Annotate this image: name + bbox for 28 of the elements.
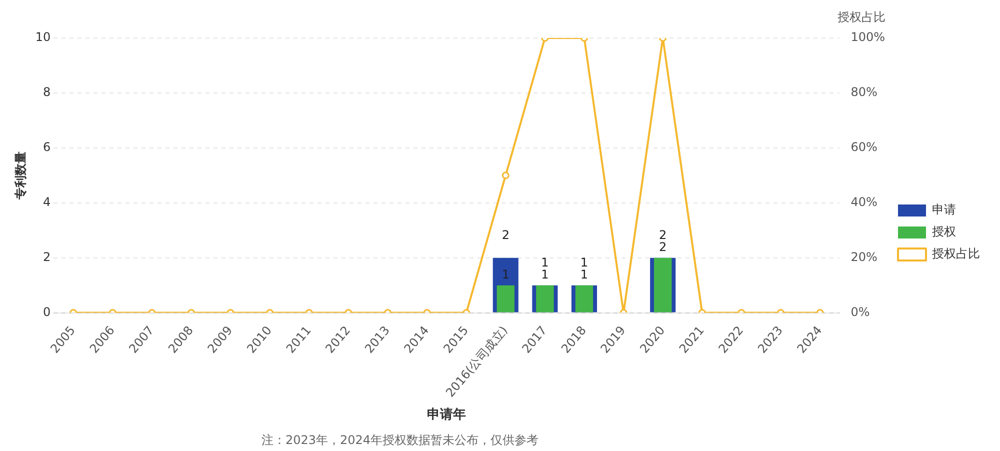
text: 注：2023年，2024年授权数据暂未公布，仅供参考 [261,433,539,448]
data-label: 1 [502,267,510,282]
y-tick-label: 6 [43,140,51,154]
y-tick-label: 0 [43,304,51,319]
data-label: 1 [541,267,549,282]
y2-tick-label: 40% [850,195,878,210]
legend-label: 授权占比 [932,246,980,261]
y2-tick-label: 100% [850,30,886,44]
data-label: 2 [659,240,667,254]
legend-label: 申请 [932,202,956,217]
y-tick-label: 10 [35,30,51,44]
legend-label: 授权 [932,224,956,239]
y2-axis-title: 授权占比 [838,10,886,24]
y-tick-label: 8 [43,85,51,100]
x-axis-title: 申请年 [427,408,466,423]
y-tick-label: 4 [43,195,51,210]
y2-tick-label: 60% [850,140,878,154]
data-label: 2 [502,228,510,242]
data-label: 1 [580,267,588,282]
y2-tick-label: 80% [850,85,878,100]
y2-tick-label: 20% [850,250,878,264]
y-tick-label: 2 [43,250,51,264]
y2-tick-label: 0% [850,304,870,319]
y-axis-title: 专利数量 [13,151,28,200]
data-label: 1 [541,255,549,270]
data-label: 1 [580,255,588,270]
point [502,172,510,180]
data-label: 2 [659,228,667,242]
